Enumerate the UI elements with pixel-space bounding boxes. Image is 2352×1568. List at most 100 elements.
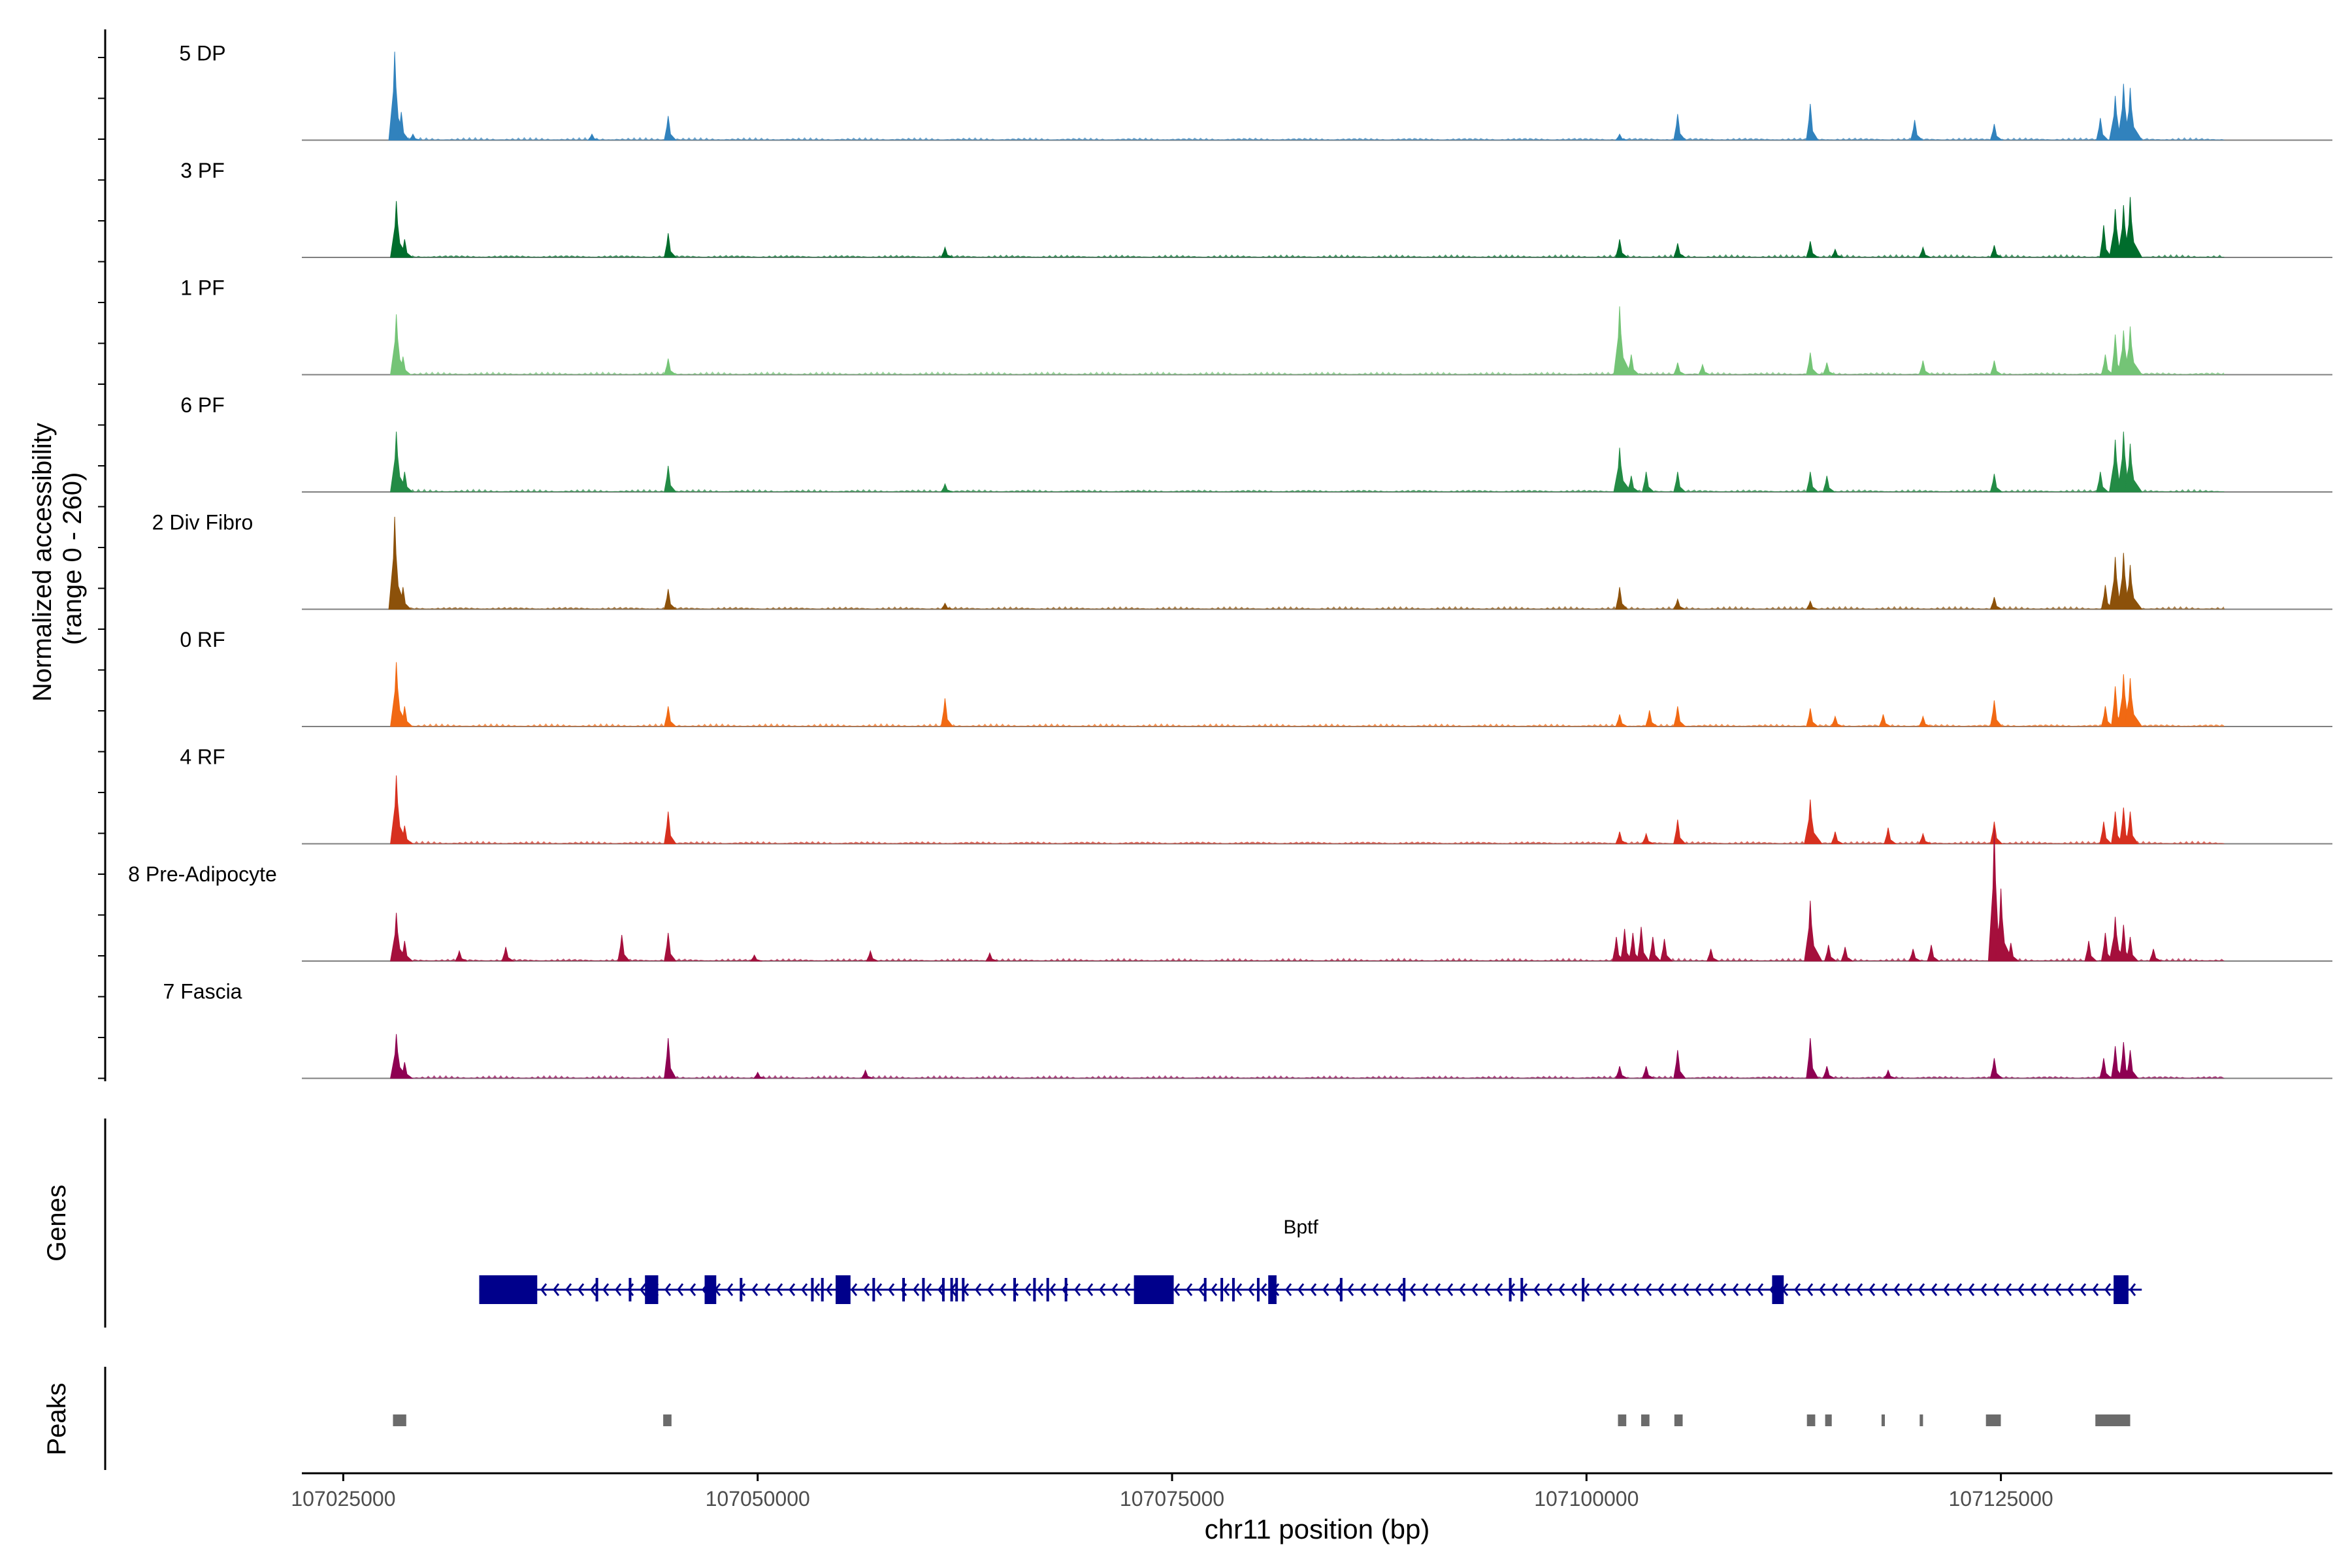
strand-arrow [627, 1283, 634, 1296]
strand-arrow [1546, 1283, 1553, 1296]
peak-region [1618, 1414, 1627, 1426]
coverage-peak [1673, 819, 1686, 844]
y-axis-title: Normalized accessibility (range 0 - 260) [28, 416, 87, 702]
coverage-peak [1918, 246, 1931, 258]
track-1: 5 DP [179, 42, 2332, 141]
track-7: 4 RF [180, 745, 2332, 845]
y-axis-title-line2: (range 0 - 260) [58, 472, 87, 645]
coverage-peak [2123, 564, 2143, 610]
strand-arrow [1869, 1283, 1876, 1296]
track-label: 2 Div Fibro [152, 511, 253, 534]
peak-region [1919, 1414, 1923, 1426]
coverage-peak [1615, 831, 1628, 844]
x-tick-label: 107125000 [1949, 1487, 2053, 1511]
strand-arrow [1931, 1283, 1938, 1296]
coverage-peak [2006, 943, 2020, 962]
coverage-background [393, 489, 2225, 492]
coverage-peak [2084, 941, 2098, 962]
strand-arrow [1658, 1283, 1665, 1296]
x-tick-label: 107100000 [1534, 1487, 1639, 1511]
x-axis-title: chr11 position (bp) [1205, 1514, 1430, 1544]
strand-arrow [1993, 1283, 2000, 1296]
coverage-peak [1673, 362, 1686, 375]
coverage-peak [1614, 133, 1628, 140]
coverage-peak [2096, 118, 2109, 140]
strand-arrow [2080, 1283, 2087, 1296]
strand-arrow [1682, 1283, 1690, 1296]
strand-arrow [1608, 1283, 1615, 1296]
strand-arrow [1335, 1283, 1342, 1296]
strand-arrow [1558, 1283, 1565, 1296]
track-5: 2 Div Fibro [152, 511, 2332, 610]
coverage-peak [1615, 714, 1628, 727]
strand-arrow [2092, 1283, 2099, 1296]
gene-exon-small [740, 1278, 743, 1301]
coverage-background [393, 723, 2225, 727]
peak-region [2095, 1414, 2131, 1426]
strand-arrow [789, 1283, 796, 1296]
gene-exon-small [962, 1278, 965, 1301]
strand-arrow [1086, 1283, 1094, 1296]
strand-arrow [1980, 1283, 1987, 1296]
strand-arrow [1757, 1283, 1764, 1296]
strand-arrow [664, 1283, 672, 1296]
strand-arrow [1720, 1283, 1727, 1296]
coverage-peak [2123, 326, 2143, 375]
gene-exon [704, 1275, 717, 1304]
gene-exon [645, 1275, 659, 1304]
strand-arrow [2129, 1283, 2136, 1296]
coverage-peak [587, 133, 600, 140]
coverage-peak [400, 941, 414, 962]
track-label: 6 PF [180, 393, 225, 417]
gene-exon-small [1013, 1278, 1016, 1301]
coverage-peak [664, 932, 677, 962]
coverage-peak [388, 52, 407, 140]
track-label: 4 RF [180, 745, 225, 769]
gene-exon-small [1509, 1278, 1512, 1301]
gene-exon-small [955, 1278, 958, 1301]
strand-arrow [888, 1283, 895, 1296]
track-4: 6 PF [180, 393, 2332, 493]
gene-exon-small [872, 1278, 875, 1301]
coverage-peak [1878, 714, 1891, 727]
strand-arrow [2017, 1283, 2025, 1296]
coverage-peak [940, 602, 953, 610]
gene-name-label: Bptf [1283, 1217, 1318, 1238]
coverage-peak [1673, 1050, 1686, 1079]
strand-arrow [540, 1283, 547, 1296]
coverage-peak [1659, 939, 1673, 962]
strand-arrow [615, 1283, 622, 1296]
coverage-peak [2099, 821, 2113, 844]
coverage-peak [1927, 945, 1940, 962]
track-label: 3 PF [180, 159, 225, 182]
strand-arrow [2067, 1283, 2074, 1296]
strand-arrow [1893, 1283, 1901, 1296]
strand-arrow [975, 1283, 982, 1296]
strand-arrow [1285, 1283, 1292, 1296]
strand-arrow [640, 1283, 647, 1296]
strand-arrow [1695, 1283, 1702, 1296]
track-label: 7 Fascia [163, 980, 242, 1004]
coverage-peak [1831, 831, 1844, 844]
strand-arrow [1049, 1283, 1056, 1296]
strand-arrow [751, 1283, 759, 1296]
track-label: 1 PF [180, 276, 225, 300]
track-8: 8 Pre-Adipocyte [128, 828, 2332, 962]
coverage-peak [2125, 1050, 2139, 1079]
x-tick-label: 107025000 [291, 1487, 395, 1511]
strand-arrow [1223, 1283, 1230, 1296]
gene-exon [479, 1275, 538, 1304]
strand-arrow [1260, 1283, 1267, 1296]
gene-exon-small [811, 1278, 814, 1301]
strand-arrow [863, 1283, 870, 1296]
peak-region [663, 1414, 672, 1426]
coverage-peak [1918, 832, 1931, 844]
gene-exon-small [950, 1278, 953, 1301]
peak-region [1674, 1414, 1683, 1426]
strand-arrow [1620, 1283, 1627, 1296]
strand-arrow [1533, 1283, 1541, 1296]
coverage-peak [1804, 900, 1823, 962]
strand-arrow [1186, 1283, 1193, 1296]
strand-arrow [2042, 1283, 2050, 1296]
